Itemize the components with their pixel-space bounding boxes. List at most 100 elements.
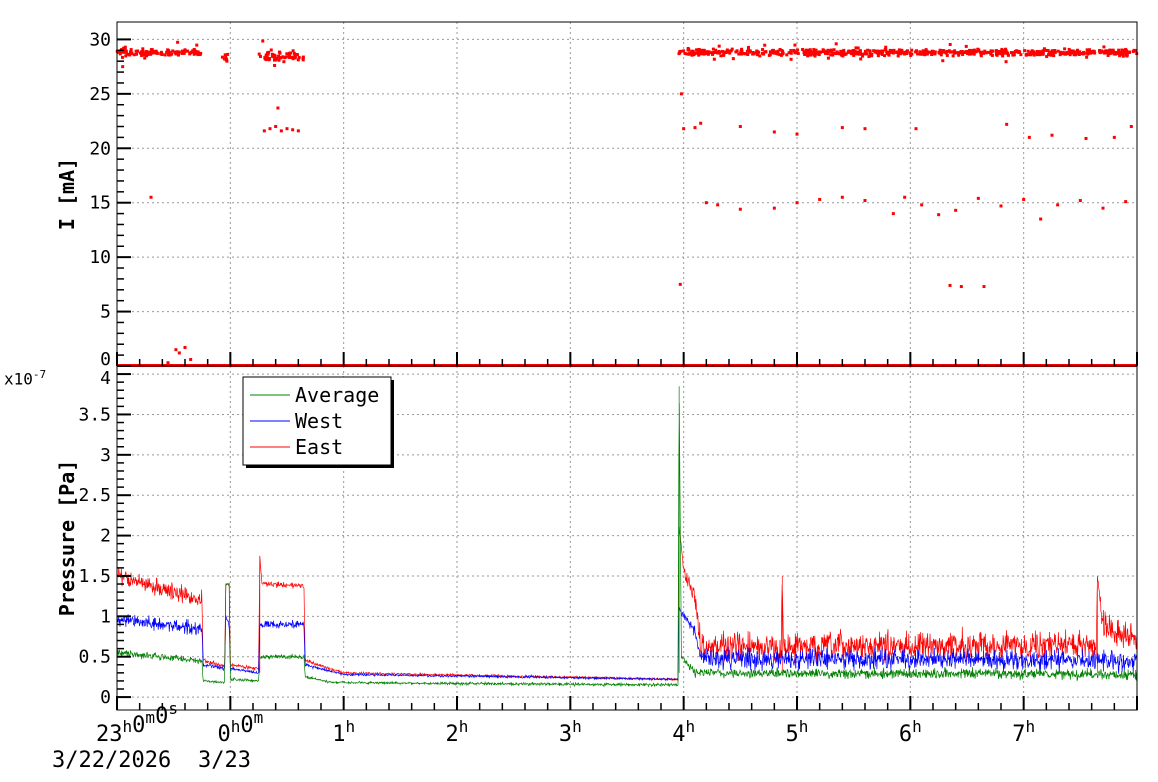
current-point	[1032, 53, 1036, 57]
current-y-tick-label: 10	[89, 247, 111, 268]
pressure-y-tick-label: 2.5	[78, 485, 111, 506]
current-point	[266, 51, 270, 55]
pressure-y-tick-label: 3.5	[78, 404, 111, 425]
current-point	[966, 51, 970, 55]
current-point	[924, 48, 928, 52]
current-point	[965, 50, 969, 54]
current-point	[854, 46, 858, 50]
current-point	[974, 49, 978, 53]
current-point	[678, 50, 682, 54]
current-point	[1121, 54, 1125, 58]
current-point	[123, 50, 127, 54]
current-point	[959, 285, 963, 289]
current-point	[125, 52, 129, 56]
tick-unit: h	[572, 717, 582, 736]
pressure-y-tick-label: 1	[100, 606, 111, 627]
current-point	[809, 50, 813, 54]
current-point	[291, 55, 295, 59]
current-point	[1117, 48, 1121, 52]
tick-unit: s	[168, 699, 178, 718]
current-point	[685, 52, 689, 56]
current-point	[193, 49, 197, 53]
current-point	[264, 58, 268, 62]
current-point	[763, 43, 767, 47]
current-point	[863, 49, 867, 53]
current-point	[1098, 50, 1102, 54]
current-point	[847, 50, 851, 54]
current-point	[764, 50, 768, 54]
current-point	[938, 50, 942, 54]
current-point	[861, 54, 865, 58]
current-point	[840, 126, 844, 130]
current-point	[1027, 53, 1031, 57]
current-point	[1019, 53, 1023, 57]
current-point	[1111, 48, 1115, 52]
current-point	[124, 54, 128, 58]
current-point	[268, 127, 272, 131]
current-point	[1102, 45, 1106, 49]
current-point	[183, 345, 187, 349]
current-point	[953, 49, 957, 53]
current-point	[841, 54, 845, 58]
current-point	[968, 52, 972, 56]
current-point	[897, 51, 901, 55]
current-point	[1023, 49, 1027, 53]
current-point	[768, 53, 772, 57]
current-point	[1045, 54, 1049, 58]
current-point	[1038, 50, 1042, 54]
current-point	[951, 54, 955, 58]
current-point	[826, 56, 830, 60]
current-point	[930, 49, 934, 53]
current-point	[720, 49, 724, 53]
current-point	[296, 58, 300, 62]
current-point	[150, 50, 154, 54]
current-point	[1035, 50, 1039, 54]
current-point	[976, 196, 980, 200]
current-point	[144, 50, 148, 54]
current-point	[1116, 51, 1120, 55]
current-point	[1053, 49, 1057, 53]
current-point	[1051, 50, 1055, 54]
current-point	[716, 203, 720, 207]
current-point	[863, 52, 867, 56]
current-point	[1000, 47, 1004, 51]
current-point	[1032, 51, 1036, 55]
current-point	[1084, 136, 1088, 140]
tick-unit: h	[123, 717, 133, 736]
current-point	[223, 53, 227, 57]
tick-unit: h	[1025, 717, 1035, 736]
y-multiplier-label: x10-7	[4, 368, 47, 389]
tick-number: 3	[559, 722, 572, 747]
current-point	[979, 50, 983, 54]
current-point	[910, 48, 914, 52]
pressure-y-tick-label: 0	[100, 687, 111, 708]
current-point	[1063, 52, 1067, 56]
current-point	[1049, 53, 1053, 57]
current-point	[717, 50, 721, 54]
current-point	[695, 48, 699, 52]
current-point	[740, 47, 744, 51]
current-point	[1030, 49, 1034, 53]
current-point	[995, 51, 999, 55]
current-point	[795, 132, 799, 136]
current-point	[776, 49, 780, 53]
current-point	[941, 59, 945, 63]
current-point	[132, 53, 136, 57]
current-point	[888, 48, 892, 52]
current-point	[272, 58, 276, 62]
current-point	[1004, 49, 1008, 53]
current-point	[829, 49, 833, 53]
current-point	[725, 48, 729, 52]
current-point	[761, 48, 765, 52]
current-point	[192, 52, 196, 56]
current-point	[910, 52, 914, 56]
current-point	[171, 49, 175, 53]
current-point	[195, 43, 199, 47]
current-point	[1100, 49, 1104, 53]
tick-unit: m	[145, 708, 155, 727]
current-point	[711, 52, 715, 56]
current-point	[279, 129, 283, 133]
current-point	[982, 285, 986, 289]
current-point	[852, 52, 856, 56]
current-point	[257, 52, 261, 56]
